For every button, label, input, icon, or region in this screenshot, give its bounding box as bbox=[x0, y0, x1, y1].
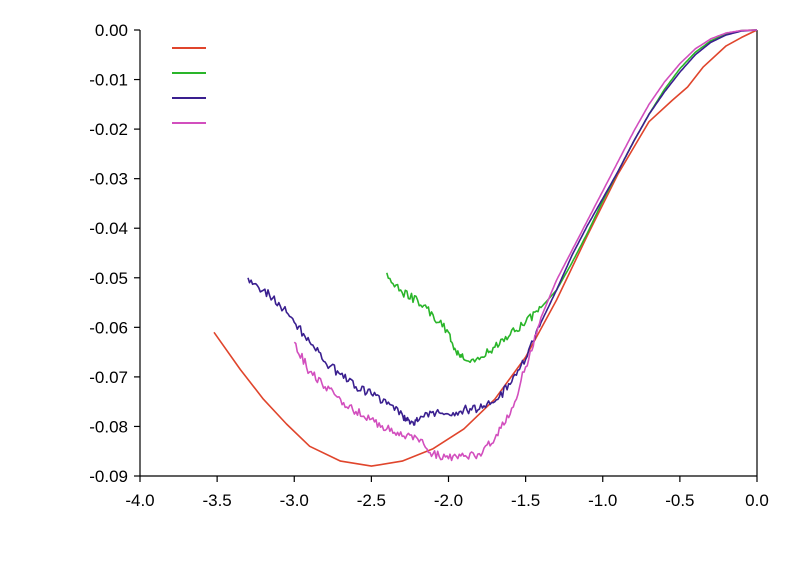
series-line-3 bbox=[247, 29, 758, 426]
series-line-4 bbox=[293, 29, 757, 462]
x-tick-label: -1.0 bbox=[588, 491, 617, 510]
y-tick-label: -0.05 bbox=[89, 269, 128, 288]
series bbox=[213, 29, 758, 467]
series-line-1 bbox=[213, 29, 758, 467]
tick-labels: -4.0 -3.5 -3.0 -2.5 -2.0 -1.5 -1.0 -0.5 0.0 0.00 -… bbox=[89, 21, 769, 510]
y-tick-label: -0.01 bbox=[89, 71, 128, 90]
y-tick-label: -0.04 bbox=[89, 219, 128, 238]
x-tick-label: -2.5 bbox=[357, 491, 386, 510]
y-tick-label: -0.03 bbox=[89, 170, 128, 189]
plot-frame bbox=[139, 30, 758, 477]
x-tick-label: -1.5 bbox=[511, 491, 540, 510]
x-tick-label: -3.0 bbox=[280, 491, 309, 510]
y-tick-label: -0.09 bbox=[89, 467, 128, 486]
y-tick-label: -0.07 bbox=[89, 368, 128, 387]
x-tick-label: -3.5 bbox=[202, 491, 231, 510]
x-tick-label: -2.0 bbox=[434, 491, 463, 510]
ticks bbox=[134, 29, 758, 482]
y-tick-label: -0.06 bbox=[89, 318, 128, 337]
x-tick-label: -4.0 bbox=[125, 491, 154, 510]
legend bbox=[172, 47, 206, 124]
x-tick-label: -0.5 bbox=[665, 491, 694, 510]
x-tick-label: 0.0 bbox=[745, 491, 769, 510]
y-tick-label: 0.00 bbox=[95, 21, 128, 40]
series-line-2 bbox=[386, 29, 757, 364]
y-tick-label: -0.02 bbox=[89, 120, 128, 139]
y-tick-label: -0.08 bbox=[89, 417, 128, 436]
